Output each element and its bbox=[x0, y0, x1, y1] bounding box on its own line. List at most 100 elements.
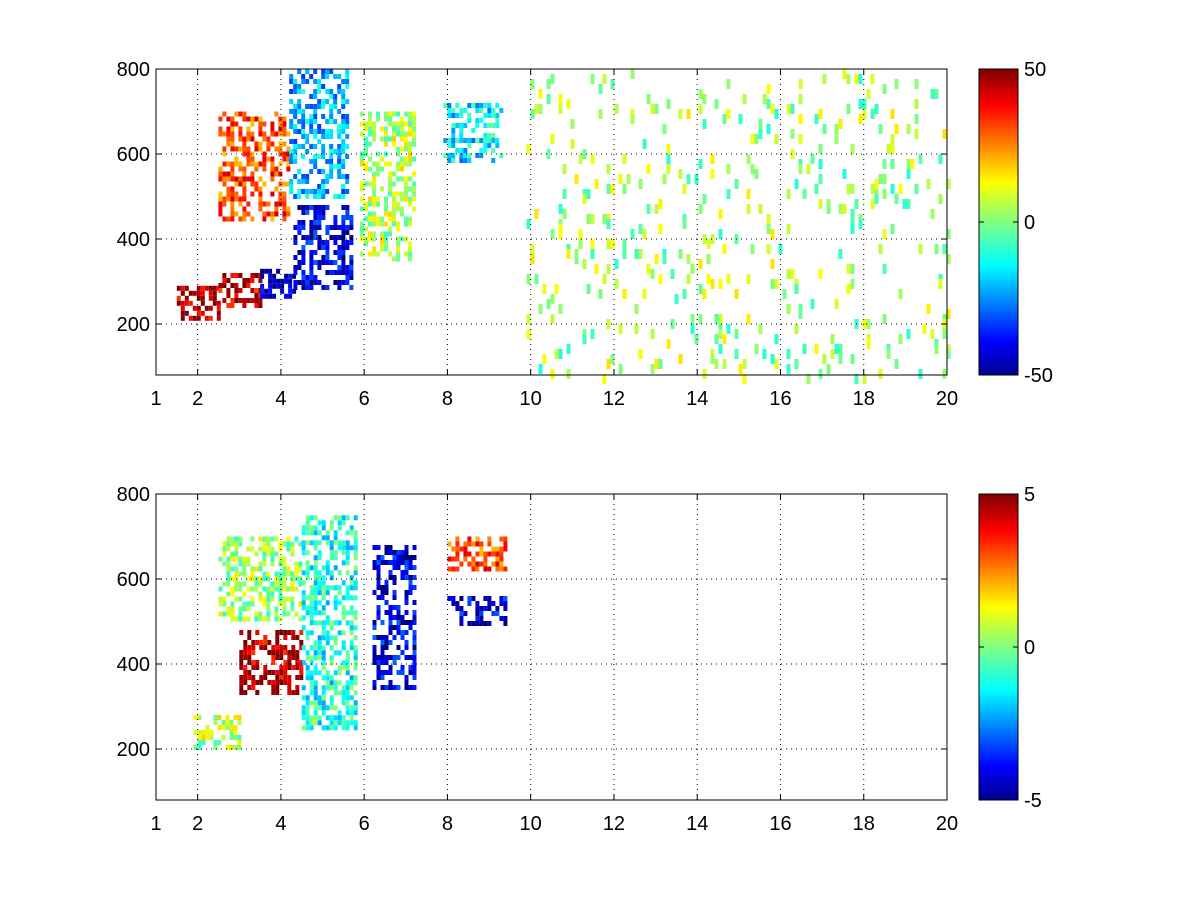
heatmap-cell bbox=[321, 520, 326, 526]
heatmap-cell bbox=[491, 123, 496, 128]
heatmap-cell bbox=[353, 660, 358, 666]
heatmap-cell bbox=[246, 116, 251, 122]
heatmap-cell bbox=[341, 280, 346, 285]
heatmap-cell bbox=[279, 645, 284, 650]
heatmap-cell bbox=[349, 610, 354, 616]
heatmap-cell bbox=[317, 84, 322, 89]
heatmap-cell bbox=[309, 94, 314, 99]
heatmap-cell bbox=[325, 245, 330, 250]
colorbar-tick-label: 5 bbox=[1024, 484, 1035, 506]
heatmap-cell bbox=[297, 225, 302, 230]
heatmap-cell bbox=[459, 616, 464, 621]
heatmap-cell bbox=[313, 154, 318, 159]
heatmap-cell bbox=[341, 184, 346, 189]
heatmap-cell bbox=[349, 620, 354, 626]
heatmap-cell bbox=[200, 290, 205, 296]
heatmap-cell bbox=[838, 119, 843, 129]
heatmap-cell bbox=[384, 670, 389, 675]
heatmap-cell bbox=[279, 650, 284, 655]
heatmap-cell bbox=[638, 179, 643, 189]
heatmap-cell bbox=[662, 174, 667, 184]
heatmap-cell bbox=[626, 174, 631, 184]
x-tick-label: 18 bbox=[853, 388, 875, 410]
heatmap-cell bbox=[459, 108, 464, 113]
heatmap-cell bbox=[894, 79, 899, 89]
heatmap-cell bbox=[242, 606, 247, 612]
heatmap-cell bbox=[345, 670, 350, 676]
heatmap-cell bbox=[270, 561, 275, 567]
heatmap-cell bbox=[459, 621, 464, 626]
heatmap-cell bbox=[313, 600, 318, 606]
heatmap-cell bbox=[305, 174, 310, 179]
heatmap-cell bbox=[313, 575, 318, 581]
heatmap-cell bbox=[376, 570, 381, 575]
heatmap-cell bbox=[258, 566, 263, 572]
heatmap-cell bbox=[230, 586, 235, 592]
heatmap-cell bbox=[325, 715, 330, 721]
heatmap-cell bbox=[368, 221, 372, 227]
heatmap-cell bbox=[237, 735, 242, 740]
heatmap-cell bbox=[298, 566, 303, 572]
heatmap-cell bbox=[237, 715, 242, 720]
heatmap-cell bbox=[333, 530, 338, 536]
heatmap-cell bbox=[286, 596, 291, 602]
heatmap-cell bbox=[622, 154, 627, 164]
heatmap-cell bbox=[742, 359, 747, 369]
heatmap-cell bbox=[274, 551, 279, 557]
heatmap-cell bbox=[400, 116, 404, 122]
heatmap-cell bbox=[297, 194, 302, 199]
heatmap-cell bbox=[254, 186, 259, 192]
heatmap-cell bbox=[309, 675, 314, 681]
heatmap-cell bbox=[259, 645, 264, 650]
heatmap-cell bbox=[305, 139, 310, 144]
heatmap-cell bbox=[246, 561, 251, 567]
heatmap-cell bbox=[246, 151, 251, 157]
heatmap-cell bbox=[602, 214, 607, 224]
heatmap-cell bbox=[353, 565, 358, 571]
heatmap-cell bbox=[467, 561, 472, 567]
heatmap-cell bbox=[368, 141, 372, 147]
heatmap-cell bbox=[345, 585, 350, 591]
heatmap-cell bbox=[412, 171, 416, 177]
heatmap-cell bbox=[483, 133, 488, 138]
heatmap-cell bbox=[204, 315, 209, 321]
heatmap-cell bbox=[271, 650, 276, 655]
heatmap-cell bbox=[353, 680, 358, 686]
heatmap-cell bbox=[479, 541, 484, 547]
heatmap-cell bbox=[483, 561, 488, 567]
heatmap-cell bbox=[353, 610, 358, 616]
heatmap-cell bbox=[254, 611, 259, 617]
heatmap-cell bbox=[750, 164, 755, 174]
heatmap-cell bbox=[246, 283, 251, 288]
heatmap-cell bbox=[376, 560, 381, 565]
heatmap-cell bbox=[282, 141, 287, 147]
heatmap-cell bbox=[289, 99, 294, 104]
heatmap-cell bbox=[238, 126, 243, 132]
heatmap-cell bbox=[364, 206, 368, 212]
heatmap-cell bbox=[301, 260, 306, 265]
heatmap-cell bbox=[376, 565, 381, 570]
heatmap-cell bbox=[258, 131, 263, 137]
heatmap-cell bbox=[333, 650, 338, 656]
x-tick-labels: 1 2 4 6 8 10 12 14 16 18 20 bbox=[150, 494, 958, 835]
heatmap-cell bbox=[372, 650, 377, 655]
heatmap-cell bbox=[451, 158, 456, 163]
heatmap-cell bbox=[582, 194, 587, 204]
heatmap-cell bbox=[246, 601, 251, 607]
heatmap-cell bbox=[337, 690, 342, 696]
heatmap-cell bbox=[274, 206, 279, 212]
heatmap-cell bbox=[286, 151, 291, 157]
heatmap-cell bbox=[408, 585, 413, 590]
heatmap-cell bbox=[222, 601, 227, 607]
heatmap-cell bbox=[329, 700, 334, 706]
heatmap-cell bbox=[610, 239, 615, 249]
heatmap-cell bbox=[313, 655, 318, 661]
heatmap-cell bbox=[408, 201, 412, 207]
heatmap-cell bbox=[282, 561, 287, 567]
heatmap-cell bbox=[242, 191, 247, 197]
heatmap-cell bbox=[372, 680, 377, 685]
heatmap-cell bbox=[858, 74, 863, 84]
heatmap-cell bbox=[380, 685, 385, 690]
heatmap-cell bbox=[404, 575, 409, 580]
heatmap-cell bbox=[578, 229, 583, 239]
